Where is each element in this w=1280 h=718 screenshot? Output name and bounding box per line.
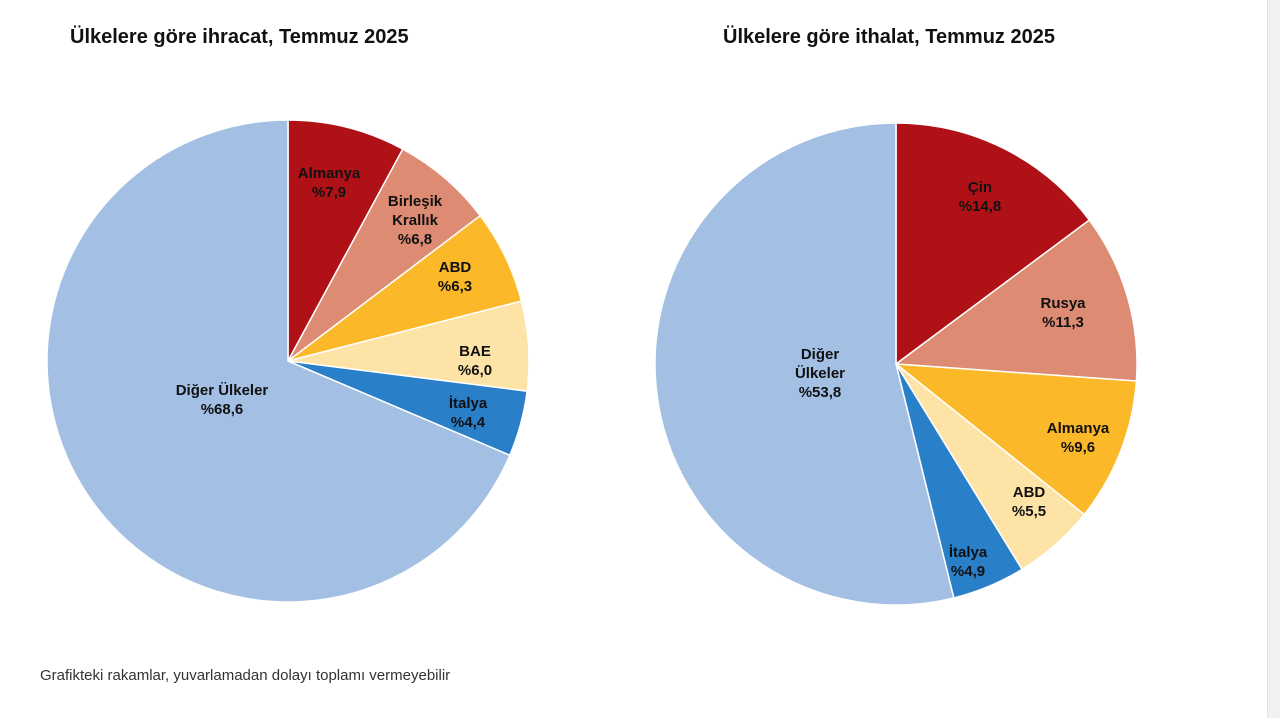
export-slice-label-3: BAE %6,0 [458,343,492,379]
import-slice-label-0: Çin %14,8 [959,179,1002,215]
import-slice-label-2: Almanya %9,6 [1047,420,1110,456]
scrollbar-track[interactable] [1267,0,1280,718]
export-slice-label-1: Birleşik Krallık %6,8 [388,193,443,248]
export-slice-label-4: İtalya %4,4 [449,395,488,431]
import-slice-label-1: Rusya %11,3 [1040,295,1086,331]
import-slice-0 [895,122,1091,366]
footnote: Grafikteki rakamlar, yuvarlamadan dolayı… [40,667,451,684]
import-chart-title: Ülkelere göre ithalat, Temmuz 2025 [723,26,1055,48]
import-slice-label-5: Diğer Ülkeler %53,8 [795,346,845,401]
export-slice-label-2: ABD %6,3 [438,259,472,295]
export-chart-title: Ülkelere göre ihracat, Temmuz 2025 [70,26,409,48]
import-slice-5 [654,122,955,606]
export-slice-label-0: Almanya %7,9 [298,165,361,201]
import-slice-label-4: İtalya %4,9 [949,544,988,580]
import-slice-1 [893,219,1138,382]
import-slice-2 [893,363,1138,516]
import-slice-label-3: ABD %5,5 [1012,484,1046,520]
export-slice-0 [287,119,404,362]
export-slice-5 [46,119,511,603]
export-slice-label-5: Diğer Ülkeler %68,6 [176,382,269,418]
